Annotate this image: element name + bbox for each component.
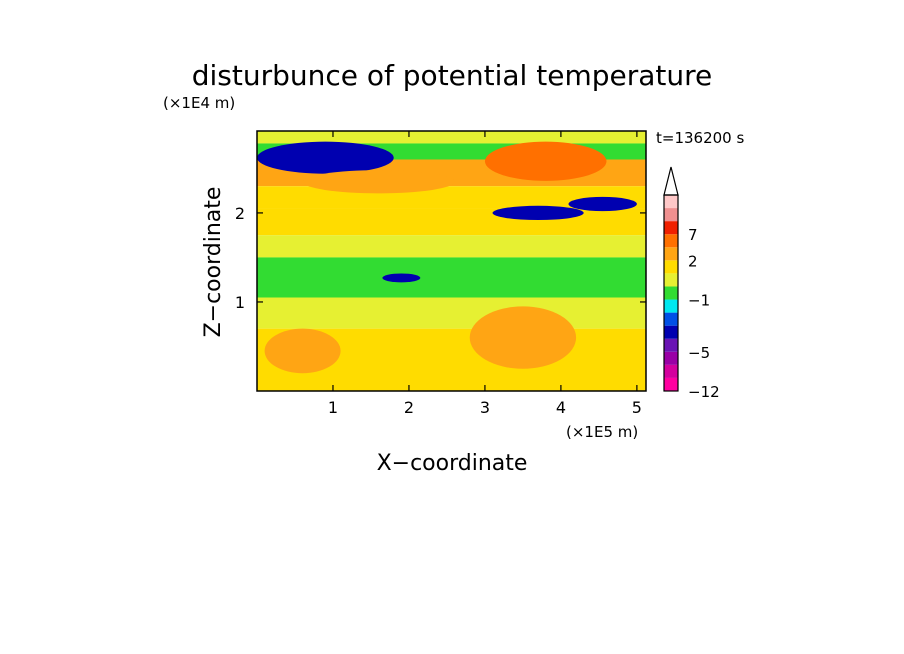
colorbar-segment — [664, 312, 678, 326]
colorbar-frame — [663, 194, 679, 392]
field-band — [257, 297, 646, 329]
field-feature — [484, 141, 607, 181]
colorbar-segment — [664, 247, 678, 261]
colorbar-segment — [664, 338, 678, 352]
colorbar-segment — [664, 325, 678, 339]
x-tick-label: 3 — [480, 398, 490, 417]
x-tick-label: 5 — [632, 398, 642, 417]
x-tick-label: 2 — [404, 398, 414, 417]
colorbar-label: 2 — [688, 252, 698, 270]
colorbar-segment — [664, 234, 678, 248]
field-feature — [264, 328, 341, 374]
field-feature — [469, 306, 577, 369]
y-unit-label: (×1E4 m) — [163, 94, 235, 112]
plot-area — [257, 131, 646, 391]
y-axis-label: Z−coordinate — [201, 187, 226, 338]
field-band — [257, 235, 646, 258]
field-feature — [257, 141, 394, 174]
x-tick-label: 4 — [556, 398, 566, 417]
colorbar-label: −12 — [688, 383, 720, 401]
colorbar-segment — [664, 221, 678, 235]
colorbar-segment — [664, 364, 678, 378]
plot-frame — [256, 130, 647, 392]
y-tick-label: 1 — [235, 293, 245, 312]
colorbar: 7 2 −1 −5 −12 — [663, 166, 720, 401]
colorbar-segment — [664, 351, 678, 365]
time-label: t=136200 s — [656, 129, 744, 147]
field-band — [257, 131, 646, 144]
x-unit-label: (×1E5 m) — [566, 423, 638, 441]
colorbar-segment — [664, 286, 678, 300]
colorbar-segment — [664, 260, 678, 274]
field-feature — [302, 170, 455, 194]
x-tick-label: 1 — [328, 398, 338, 417]
colorbar-segment — [664, 208, 678, 222]
field-feature — [382, 273, 421, 283]
colorbar-segment — [664, 377, 678, 391]
colorbar-label: −1 — [688, 292, 710, 310]
y-axis: 12 — [235, 204, 646, 312]
field-band — [257, 208, 646, 236]
x-axis: 1 2 3 4 5 — [328, 131, 642, 417]
colorbar-label: −5 — [688, 344, 710, 362]
chart-title: disturbunce of potential temperature — [192, 59, 713, 92]
colorbar-segment — [664, 299, 678, 313]
field-feature — [568, 196, 637, 212]
colorbar-segment — [664, 195, 678, 209]
colorbar-segment — [664, 273, 678, 287]
colorbar-label: 7 — [688, 226, 698, 244]
x-axis-label: X−coordinate — [377, 451, 528, 476]
y-tick-label: 2 — [235, 204, 245, 223]
field-band — [257, 257, 646, 298]
field-feature — [492, 205, 584, 221]
colorbar-extend-arrow — [663, 166, 679, 196]
